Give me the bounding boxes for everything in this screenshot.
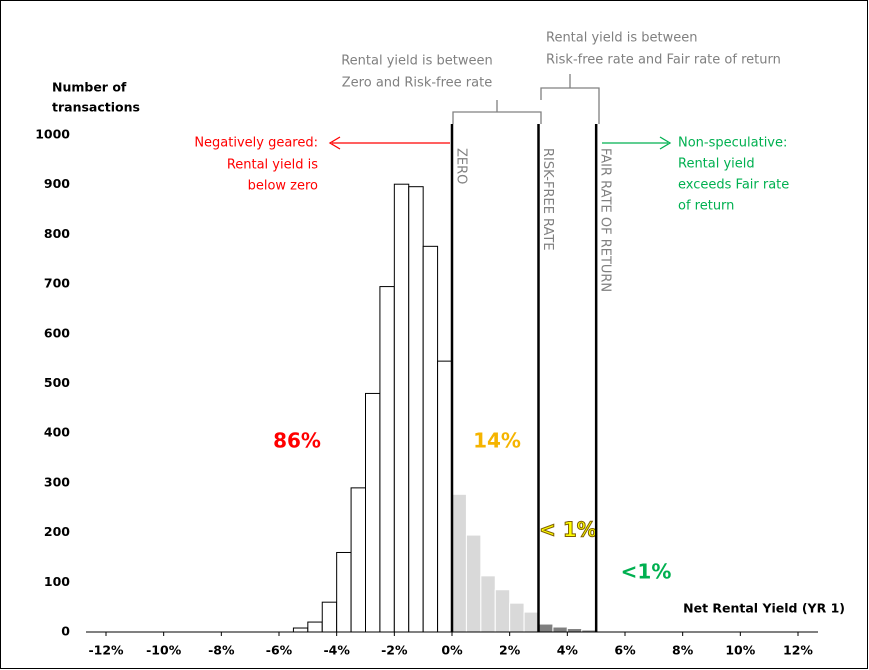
bar [523,611,539,633]
x-tick-label: 8% [672,643,694,658]
annotation: of return [678,199,734,214]
annotation: exceeds Fair rate [678,178,789,193]
bracket [540,74,600,124]
x-tick-label: -8% [208,643,235,658]
bar [408,186,424,633]
bar [480,575,496,633]
annotation: Rental yield is between [546,31,698,46]
x-tick-label: -12% [88,643,124,658]
x-tick-label: -4% [323,643,350,658]
bar [393,183,410,633]
x-tick-label: -6% [266,643,293,658]
reference-label: RISK-FREE RATE [540,148,555,251]
annotation: Zero and Risk-free rate [342,76,492,91]
y-tick-label: 800 [44,226,70,241]
percent-label: <1% [621,560,672,584]
annotation: Non-speculative: [678,136,787,151]
bar [509,602,525,633]
annotation: below zero [248,179,318,194]
y-tick-label: 400 [44,425,70,440]
bar [365,392,381,633]
x-tick-label: 10% [725,643,755,658]
percent-label: 14% [473,429,521,453]
y-tick-label: 0 [61,624,70,639]
bar [566,628,583,633]
y-tick-label: 1000 [35,127,70,142]
bar [451,493,467,633]
reference-label: FAIR RATE OF RETURN [598,148,613,292]
reference-label: ZERO [454,148,469,184]
bar [379,286,395,633]
percent-label: < 1% [539,518,597,542]
y-tick-label: 100 [44,574,70,589]
y-tick-label: 200 [44,524,70,539]
bracket [452,100,542,124]
bar [494,589,511,633]
x-tick-label: 0% [441,643,463,658]
bar [465,534,482,633]
x-tick-label: 4% [557,643,579,658]
x-axis-label: Net Rental Yield (YR 1) [683,601,845,616]
percent-label: 86% [273,429,321,453]
annotation: Risk-free rate and Fair rate of return [546,53,781,68]
annotation: Rental yield [678,157,755,172]
arrow-head [659,136,672,150]
arrow-head [328,136,341,150]
bar [538,623,554,633]
x-tick-label: 12% [783,643,813,658]
bar [307,621,323,633]
annotation: Negatively geared: [194,136,318,151]
annotation-arrows [328,74,672,150]
bar [321,601,338,633]
y-axis-label: transactions [52,100,140,115]
x-tick-label: 6% [614,643,636,658]
x-tick-label: -10% [146,643,182,658]
y-tick-label: 700 [44,276,70,291]
bar [422,245,439,633]
bar [350,487,367,633]
annotation: Rental yield is [227,158,318,173]
y-axis-label: Number of [52,80,127,95]
bar [552,626,568,633]
bar [292,627,309,633]
annotation: Rental yield is between [341,54,493,69]
y-tick-label: 300 [44,474,70,489]
y-tick-label: 500 [44,375,70,390]
bar [437,360,453,633]
x-tick-label: 2% [499,643,521,658]
y-tick-label: 600 [44,325,70,340]
y-tick-label: 900 [44,176,70,191]
bar [336,551,352,633]
x-tick-label: -2% [381,643,408,658]
